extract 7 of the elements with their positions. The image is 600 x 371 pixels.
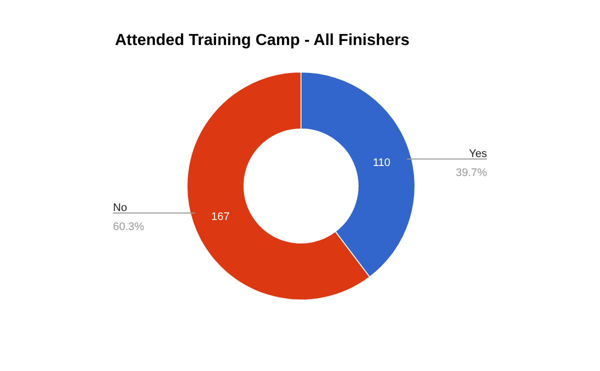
text: 39.7% — [456, 167, 488, 179]
data-label: 110 — [372, 157, 390, 169]
data-label: 167 — [211, 211, 230, 223]
text: 60.3% — [113, 221, 144, 233]
chart-title: Attended Training Camp - All Finishers — [115, 32, 410, 49]
slice-label: No — [113, 202, 128, 214]
slice-label: Yes — [469, 148, 488, 160]
